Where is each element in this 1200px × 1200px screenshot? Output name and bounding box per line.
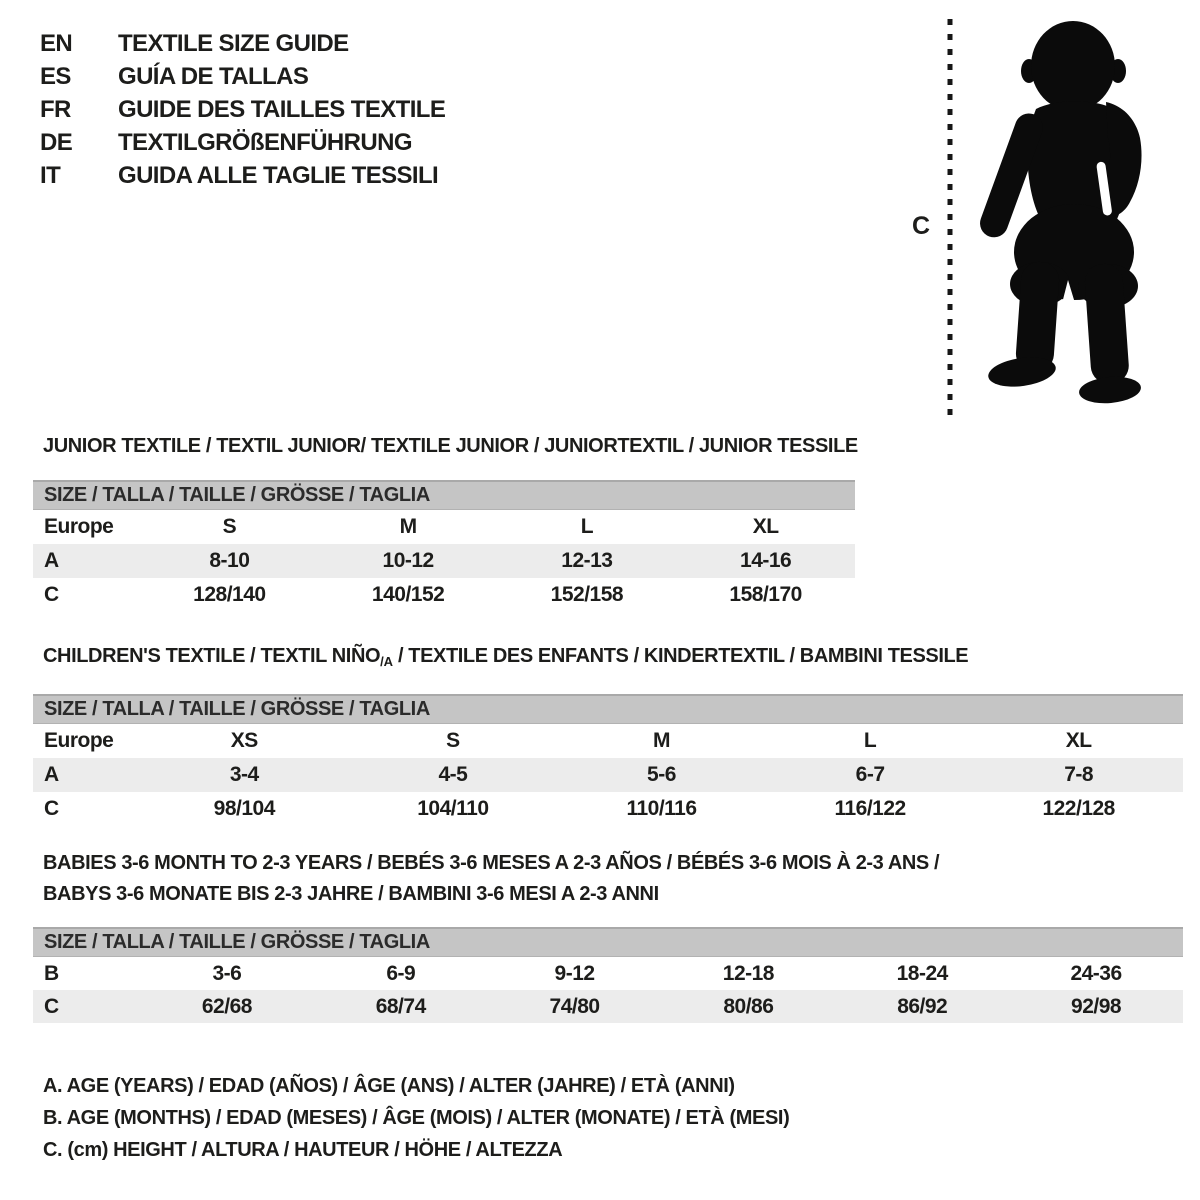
table-cell: 110/116 — [626, 797, 697, 820]
table-cell: 62/68 — [201, 994, 253, 1018]
language-title: TEXTILGRÖßENFÜHRUNG — [118, 128, 413, 156]
table-cell: 8-10 — [209, 549, 250, 572]
legend-line-b: B. AGE (MONTHS) / EDAD (MESES) / ÂGE (MO… — [43, 1107, 790, 1129]
toddler-silhouette-icon — [980, 21, 1142, 404]
table-cell: 10-12 — [382, 549, 435, 572]
table-cell: 24-36 — [1070, 961, 1122, 985]
row-label: A — [44, 549, 59, 572]
row-label: Europe — [44, 515, 114, 538]
legend-line-a: A. AGE (YEARS) / EDAD (AÑOS) / ÂGE (ANS)… — [43, 1075, 735, 1097]
row-label: C — [44, 994, 59, 1018]
table-cell: 74/80 — [549, 994, 601, 1018]
table-row: C 128/140 140/152 152/158 158/170 — [33, 578, 855, 612]
table-cell: 5-6 — [647, 763, 676, 786]
table-cell: 7-8 — [1064, 763, 1094, 786]
table-cell: 9-12 — [554, 961, 596, 985]
table-cell: 6-9 — [386, 961, 416, 985]
language-row: DE TEXTILGRÖßENFÜHRUNG — [40, 126, 445, 159]
language-code: ES — [40, 62, 71, 90]
language-code: DE — [40, 128, 73, 156]
language-title: GUÍA DE TALLAS — [118, 62, 309, 90]
row-label: B — [44, 961, 59, 985]
table-cell: 18-24 — [896, 961, 949, 985]
table-row: A 8-10 10-12 12-13 14-16 — [33, 544, 855, 578]
table-cell: S — [446, 729, 460, 752]
table-row: Europe S M L XL — [33, 510, 855, 544]
table-cell: 128/140 — [193, 583, 266, 606]
size-header-label: SIZE / TALLA / TAILLE / GRÖSSE / TAGLIA — [44, 698, 430, 720]
table-cell: 92/98 — [1071, 994, 1122, 1018]
height-dotted-line-icon — [947, 19, 953, 415]
children-section-title: CHILDREN'S TEXTILE / TEXTIL NIÑO/A / TEX… — [43, 645, 969, 669]
table-row: C 62/68 68/74 74/80 80/86 86/92 92/98 — [33, 990, 1183, 1023]
table-row: Europe XS S M L XL — [33, 724, 1183, 758]
table-cell: 3-6 — [212, 961, 242, 985]
babies-size-table: SIZE / TALLA / TAILLE / GRÖSSE / TAGLIA … — [33, 927, 1183, 1023]
table-cell: 80/86 — [723, 994, 774, 1018]
children-title-sub: /A — [380, 654, 393, 669]
language-code: FR — [40, 95, 71, 123]
row-label: C — [44, 797, 59, 820]
table-cell: 104/110 — [417, 797, 489, 820]
junior-section-title: JUNIOR TEXTILE / TEXTIL JUNIOR/ TEXTILE … — [43, 435, 858, 457]
language-row: ES GUÍA DE TALLAS — [40, 60, 445, 93]
children-size-table: SIZE / TALLA / TAILLE / GRÖSSE / TAGLIA … — [33, 694, 1183, 826]
language-row: IT GUIDA ALLE TAGLIE TESSILI — [40, 159, 445, 192]
measure-label-c: C — [912, 212, 931, 240]
babies-title-line1: BABIES 3-6 MONTH TO 2-3 YEARS / BEBÉS 3-… — [43, 852, 940, 874]
legend-line-c: C. (cm) HEIGHT / ALTURA / HAUTEUR / HÖHE… — [43, 1139, 563, 1161]
table-cell: 3-4 — [229, 763, 259, 786]
row-label: C — [44, 583, 59, 606]
table-cell: 14-16 — [740, 549, 792, 572]
size-header-bar: SIZE / TALLA / TAILLE / GRÖSSE / TAGLIA — [33, 480, 855, 510]
table-cell: M — [399, 515, 417, 538]
size-header-label: SIZE / TALLA / TAILLE / GRÖSSE / TAGLIA — [44, 484, 430, 506]
language-title: GUIDE DES TAILLES TEXTILE — [118, 95, 446, 123]
table-cell: XL — [752, 515, 779, 538]
size-header-label: SIZE / TALLA / TAILLE / GRÖSSE / TAGLIA — [44, 931, 430, 953]
table-cell: 68/74 — [375, 994, 427, 1018]
babies-title-line2: BABYS 3-6 MONATE BIS 2-3 JAHRE / BAMBINI… — [43, 883, 659, 905]
table-cell: 12-13 — [561, 549, 613, 572]
table-row: B 3-6 6-9 9-12 12-18 18-24 24-36 — [33, 957, 1183, 990]
language-code: EN — [40, 29, 73, 57]
children-title-suffix: / TEXTILE DES ENFANTS / KINDERTEXTIL / B… — [392, 645, 969, 667]
junior-size-table: SIZE / TALLA / TAILLE / GRÖSSE / TAGLIA … — [33, 480, 855, 612]
language-header: EN TEXTILE SIZE GUIDE ES GUÍA DE TALLAS … — [40, 27, 446, 192]
language-code: IT — [40, 161, 61, 189]
table-row: C 98/104 104/110 110/116 116/122 122/128 — [33, 792, 1183, 826]
language-title: GUIDA ALLE TAGLIE TESSILI — [118, 161, 439, 189]
table-cell: 86/92 — [897, 994, 948, 1018]
size-header-bar: SIZE / TALLA / TAILLE / GRÖSSE / TAGLIA — [33, 694, 1183, 724]
row-label: A — [44, 763, 59, 786]
table-cell: L — [863, 729, 877, 752]
legend: A. AGE (YEARS) / EDAD (AÑOS) / ÂGE (ANS)… — [43, 1070, 790, 1166]
table-row: A 3-4 4-5 5-6 6-7 7-8 — [33, 758, 1183, 792]
table-cell: 98/104 — [213, 797, 276, 820]
table-cell: 152/158 — [550, 583, 624, 606]
language-row: FR GUIDE DES TAILLES TEXTILE — [40, 93, 446, 126]
table-cell: 4-5 — [438, 763, 468, 786]
table-cell: 6-7 — [855, 763, 885, 786]
size-header-bar: SIZE / TALLA / TAILLE / GRÖSSE / TAGLIA — [33, 927, 1183, 957]
table-cell: 116/122 — [834, 797, 906, 820]
table-cell: 140/152 — [371, 583, 445, 606]
table-cell: M — [652, 729, 670, 752]
table-cell: 122/128 — [1042, 797, 1115, 820]
table-cell: 12-18 — [722, 961, 775, 985]
children-title-prefix: CHILDREN'S TEXTILE / TEXTIL NIÑO — [43, 645, 381, 667]
babies-section-title: BABIES 3-6 MONTH TO 2-3 YEARS / BEBÉS 3-… — [43, 848, 940, 910]
height-figure: C — [0, 0, 1200, 440]
table-cell: S — [222, 515, 237, 538]
language-title: TEXTILE SIZE GUIDE — [118, 29, 349, 57]
language-row: EN TEXTILE SIZE GUIDE — [40, 27, 445, 60]
table-cell: 158/170 — [729, 583, 802, 606]
table-cell: XS — [230, 729, 259, 752]
row-label: Europe — [44, 729, 114, 752]
table-cell: XL — [1065, 729, 1092, 752]
table-cell: L — [580, 515, 594, 538]
